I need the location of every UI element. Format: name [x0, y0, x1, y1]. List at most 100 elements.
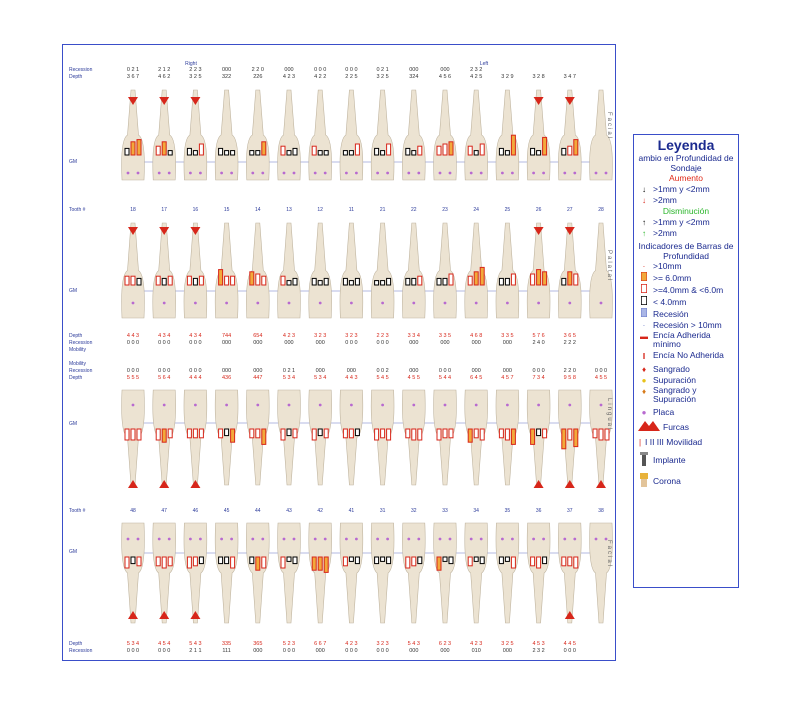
palatal-depth-14: 3 6 5 — [564, 333, 576, 339]
upper-facial-bars-6 — [311, 145, 329, 156]
plaque-dot — [594, 537, 598, 541]
legend-change-heading: ambio en Profundidad de Sondaje — [638, 153, 734, 173]
plaque-dot — [126, 537, 130, 541]
upper-tooth-number-8: 21 — [380, 207, 386, 213]
plaque-dot — [282, 171, 286, 175]
palatal-bars-1 — [155, 275, 173, 286]
palatal-depth-5: 4 2 3 — [283, 333, 295, 339]
plaque-dot — [469, 537, 473, 541]
furcation-icon — [159, 97, 170, 105]
bar-recession-icon — [638, 307, 650, 320]
lower-facial-tooth-0 — [121, 522, 145, 624]
upper-tooth-number-12: 25 — [505, 207, 511, 213]
lower-footer-recession-4: 000 — [253, 648, 262, 654]
lower-tooth-number-0: 48 — [130, 508, 136, 514]
plaque-dot — [381, 403, 384, 407]
bar-tiny-icon: · — [642, 262, 646, 271]
furcation-icon — [596, 480, 606, 488]
lower-footer-depth-3: 335 — [222, 641, 231, 647]
upper-tooth-number-6: 12 — [317, 207, 323, 213]
side-label-lingual: Lingual — [606, 398, 612, 432]
lower-tooth-number-8: 31 — [380, 508, 386, 514]
lower-facial-tooth-14 — [558, 522, 582, 624]
plaque-dot — [438, 171, 442, 175]
side-label-palatal: Palatal — [606, 250, 612, 283]
palatal-tooth-3 — [214, 222, 239, 319]
lower-depth-0: 5 5 5 — [127, 375, 139, 381]
plaque-dot — [532, 171, 535, 175]
plaque-dot — [479, 537, 483, 541]
upper-recession-label: Recession — [69, 67, 93, 73]
plaque-dot — [443, 403, 447, 407]
plaque-dot — [126, 171, 130, 175]
lower-tooth-number-9: 32 — [411, 508, 417, 514]
lower-depth-2: 4 4 4 — [189, 375, 201, 381]
palatal-tooth-10 — [433, 222, 457, 319]
furcation-icon — [533, 97, 544, 105]
legend-b1: · >10mm — [638, 261, 738, 272]
lower-recession-10: 0 0 0 — [439, 368, 451, 374]
palatal-tooth-6 — [308, 222, 332, 319]
palatal-gm-label: GM — [69, 288, 77, 294]
plaque-dot — [313, 537, 317, 541]
plaque-dot — [599, 301, 603, 305]
plaque-dot — [573, 171, 577, 175]
palatal-recession-3: 000 — [222, 340, 231, 346]
plaque-dot — [287, 403, 291, 407]
dot-purple-icon: ● — [641, 408, 647, 417]
lower-tooth-number-14: 37 — [567, 508, 573, 514]
lingual-bars-0 — [124, 428, 142, 441]
bar-orange-icon — [638, 271, 650, 284]
upper-recession-11: 2 3 2 — [470, 67, 482, 73]
plaque-dot — [448, 537, 452, 541]
plaque-dot — [469, 171, 473, 175]
upper-tooth-number-11: 24 — [473, 207, 479, 213]
palatal-bars-13 — [530, 269, 548, 286]
lower-recession-5: 0 2 1 — [283, 368, 295, 374]
legend-b6: · Recesión > 10mm — [638, 320, 738, 331]
lower-facial-tooth-5 — [277, 522, 301, 624]
upper-recession-8: 0 2 1 — [376, 67, 388, 73]
lingual-bars-4 — [249, 428, 267, 445]
upper-facial-tooth-1 — [152, 89, 176, 181]
plaque-dot — [162, 403, 166, 407]
lingual-bars-10 — [436, 428, 454, 441]
furcation-icon — [638, 421, 660, 434]
plaque-dot — [604, 171, 608, 175]
upper-facial-bars-12 — [498, 134, 516, 156]
palatal-depth-9: 3 3 4 — [408, 333, 420, 339]
furcation-icon — [533, 480, 544, 488]
furcation-icon — [190, 480, 201, 488]
lower-depth-8: 5 4 5 — [376, 375, 388, 381]
lower-facial-tooth-6 — [308, 522, 332, 624]
implant-icon — [638, 452, 650, 469]
lingual-bars-12 — [498, 428, 516, 445]
plaque-dot — [386, 171, 389, 175]
legend-b12: ● Placa — [638, 407, 738, 418]
upper-recession-0: 0 2 1 — [127, 67, 139, 73]
palatal-bars-8 — [374, 277, 392, 286]
plaque-dot — [131, 301, 135, 305]
plaque-dot — [199, 171, 202, 175]
plaque-dot — [167, 171, 171, 175]
plaque-dot — [136, 171, 140, 175]
lower-facial-tooth-11 — [464, 522, 488, 624]
palatal-recession-6: 000 — [316, 340, 325, 346]
plaque-dot — [542, 171, 545, 175]
lower-facial-gm-label: GM — [69, 549, 77, 555]
lower-recession-1: 0 0 0 — [158, 368, 170, 374]
upper-depth-label: Depth — [69, 74, 83, 80]
upper-facial-tooth-8 — [370, 89, 395, 181]
furcation-icon — [128, 480, 138, 488]
lower-recession-15: 0 0 0 — [595, 368, 607, 374]
plaque-dot — [323, 537, 327, 541]
lower-depth-15: 4 5 5 — [595, 375, 607, 381]
upper-recession-1: 2 1 2 — [158, 67, 170, 73]
palatal-bars-6 — [311, 277, 329, 286]
upper-recession-9: 000 — [409, 67, 418, 73]
plaque-dot — [443, 301, 447, 305]
lower-depth-13: 7 3 4 — [532, 375, 544, 381]
lower-recession-7: 000 — [347, 368, 356, 374]
legend-b15: Implante — [638, 452, 738, 469]
upper-facial-bars-2 — [186, 143, 204, 156]
